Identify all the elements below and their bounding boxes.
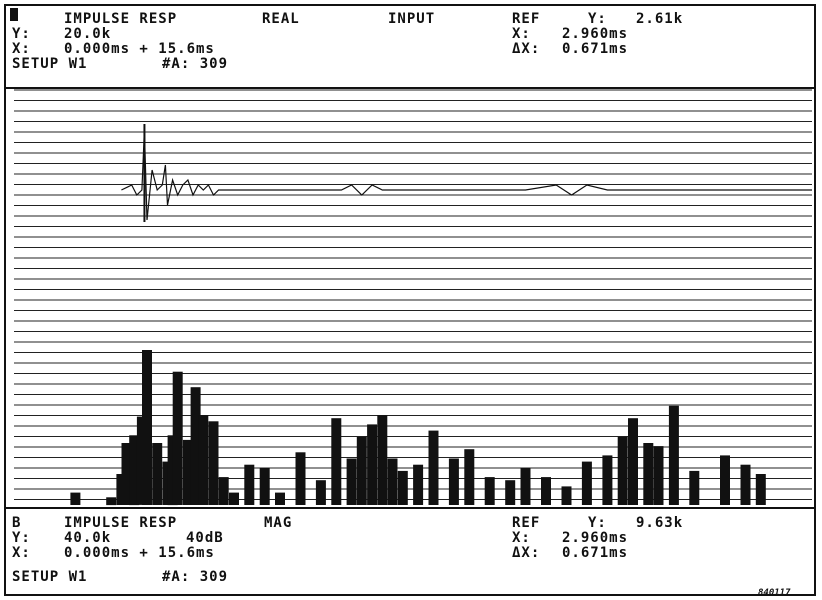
magnitude-bar <box>331 418 342 505</box>
trace-a-mode: REAL <box>262 11 300 27</box>
trace-b-ref-y-value: 9.63k <box>636 515 684 531</box>
magnitude-bar <box>229 492 239 505</box>
magnitude-bar <box>152 443 163 505</box>
magnitude-bar <box>617 436 628 505</box>
magnitude-bar <box>315 480 326 505</box>
magnitude-bar <box>397 470 408 505</box>
trace-b-average-count: #A: 309 <box>162 569 229 585</box>
trace-a-average-count: #A: 309 <box>162 56 229 72</box>
magnitude-bar <box>190 387 201 505</box>
trace-b-magnitude-bars <box>70 350 766 506</box>
trace-b-ref-x-label: X: <box>512 530 531 546</box>
trace-b-ref-dx-label: ΔX: <box>512 545 541 561</box>
magnitude-bar <box>755 474 766 505</box>
magnitude-bar <box>387 458 398 505</box>
magnitude-bar <box>541 477 551 505</box>
magnitude-bar <box>653 446 664 505</box>
trace-b-marker: B <box>12 515 22 531</box>
magnitude-bar <box>428 430 439 505</box>
trace-b-ref-label: REF <box>512 515 541 531</box>
trace-a-setup: SETUP W1 <box>12 56 88 72</box>
trace-a-ref-dx-value: 0.671ms <box>562 41 629 57</box>
magnitude-bar <box>295 452 306 505</box>
trace-a-y-value: 20.0k <box>64 26 112 42</box>
trace-b-x-label: X: <box>12 545 31 561</box>
magnitude-bar <box>116 474 127 505</box>
trace-b-ref-y-label: Y: <box>588 515 607 531</box>
magnitude-bar <box>628 418 638 505</box>
magnitude-bar <box>356 436 367 505</box>
trace-a-ref-y-value: 2.61k <box>636 11 684 27</box>
magnitude-bar <box>244 464 255 505</box>
magnitude-bar <box>136 416 147 505</box>
lower-divider <box>6 507 814 509</box>
magnitude-bar <box>484 477 495 505</box>
magnitude-bar <box>129 435 140 506</box>
magnitude-bar <box>167 435 178 506</box>
magnitude-bar <box>106 497 117 506</box>
trace-b-y-value: 40.0k <box>64 530 112 546</box>
magnitude-bar <box>720 455 730 505</box>
trace-b-x-value: 0.000ms + 15.6ms <box>64 545 215 561</box>
trace-b-mode: MAG <box>264 515 293 531</box>
magnitude-bar <box>198 415 209 505</box>
magnitude-bar <box>643 443 654 505</box>
magnitude-bar <box>581 461 592 505</box>
trace-a-ref-dx-label: ΔX: <box>512 41 541 57</box>
magnitude-bar <box>121 443 132 505</box>
magnitude-bar <box>70 492 81 505</box>
magnitude-bar <box>689 470 700 505</box>
trace-a-title: IMPULSE RESP <box>64 11 178 27</box>
trace-a-y-label: Y: <box>12 26 31 42</box>
trace-b-db-value: 40dB <box>186 530 224 546</box>
magnitude-bar <box>413 464 424 505</box>
magnitude-bar <box>182 439 193 505</box>
magnitude-bar <box>448 458 459 505</box>
trace-a-ref-x-label: X: <box>512 26 531 42</box>
figure-code: 840117 <box>758 588 791 598</box>
trace-b-setup: SETUP W1 <box>12 569 88 585</box>
active-trace-marker <box>10 8 18 21</box>
trace-a-x-label: X: <box>12 41 31 57</box>
trace-a-source: INPUT <box>388 11 436 27</box>
magnitude-bar <box>346 458 357 505</box>
magnitude-bar <box>602 455 613 505</box>
magnitude-bar <box>142 350 152 505</box>
magnitude-bar <box>275 492 285 505</box>
magnitude-bar <box>520 467 531 505</box>
magnitude-bar <box>208 421 219 505</box>
trace-a-x-value: 0.000ms + 15.6ms <box>64 41 215 57</box>
trace-b-ref-dx-value: 0.671ms <box>562 545 629 561</box>
magnitude-bar <box>367 424 378 505</box>
trace-b-title: IMPULSE RESP <box>64 515 178 531</box>
trace-a-ref-x-value: 2.960ms <box>562 26 629 42</box>
magnitude-bar <box>668 405 679 505</box>
trace-a-ref-y-label: Y: <box>588 11 607 27</box>
trace-b-y-label: Y: <box>12 530 31 546</box>
trace-a-impulse-line <box>121 129 812 221</box>
magnitude-bar <box>464 449 475 505</box>
magnitude-bar <box>505 480 516 505</box>
magnitude-bar <box>162 461 173 505</box>
magnitude-bar <box>377 415 388 505</box>
magnitude-bar <box>561 486 572 505</box>
magnitude-bar <box>740 464 751 505</box>
trace-a-ref-label: REF <box>512 11 541 27</box>
magnitude-bar <box>172 371 183 505</box>
magnitude-bar <box>218 477 229 505</box>
upper-divider <box>6 87 814 89</box>
magnitude-bar <box>259 467 270 505</box>
trace-b-ref-x-value: 2.960ms <box>562 530 629 546</box>
